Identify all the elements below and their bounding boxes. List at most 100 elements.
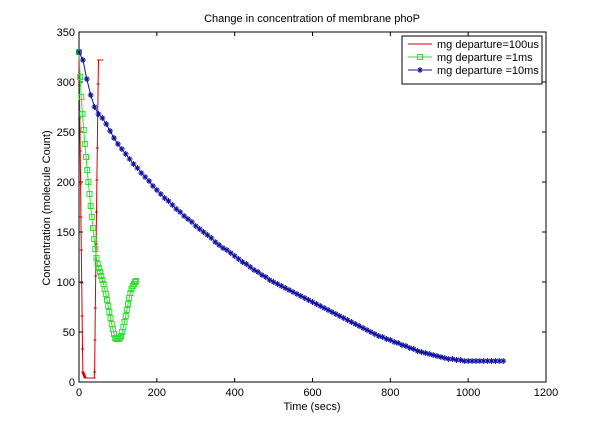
data-point [278, 283, 285, 289]
data-point [348, 319, 355, 325]
data-point [78, 94, 85, 100]
data-point [437, 354, 444, 360]
data-point [469, 358, 476, 364]
data-point [121, 319, 128, 325]
data-point [188, 219, 195, 225]
data-point [169, 202, 176, 208]
x-tick-label: 1200 [534, 387, 558, 399]
data-point [173, 206, 180, 212]
data-point [107, 315, 114, 321]
data-point [86, 191, 93, 197]
data-point [142, 174, 149, 180]
data-point [235, 256, 242, 262]
data-point [262, 274, 269, 280]
data-point [79, 57, 86, 63]
data-point [161, 195, 168, 201]
y-tick-label: 250 [57, 127, 75, 139]
data-point [227, 250, 234, 256]
data-point [192, 223, 199, 229]
data-point [122, 151, 129, 157]
data-point [157, 191, 164, 197]
legend-swatch-marker [417, 67, 423, 73]
data-point [325, 307, 332, 313]
data-point [332, 311, 339, 317]
data-point [80, 127, 87, 133]
plot-area-frame [78, 31, 547, 383]
data-point [165, 198, 172, 204]
data-point [297, 293, 304, 299]
data-point [216, 242, 223, 248]
data-point [85, 179, 92, 185]
data-point [138, 170, 145, 176]
data-point [126, 156, 133, 162]
data-point [104, 297, 111, 303]
data-point [98, 273, 105, 279]
x-tick-label: 800 [381, 387, 399, 399]
data-point [91, 236, 98, 242]
legend-entry: mg departure =1ms [437, 52, 533, 64]
y-tick-label: 200 [57, 177, 75, 189]
data-point [102, 291, 109, 297]
x-tick-label: 200 [148, 387, 166, 399]
data-point [87, 203, 94, 209]
y-tick-label: 100 [57, 277, 75, 289]
data-point [127, 290, 134, 296]
data-point [243, 261, 250, 267]
data-point [83, 76, 90, 82]
data-point [153, 187, 160, 193]
data-point [103, 121, 110, 127]
data-point [111, 135, 118, 141]
legend-swatch-marker [417, 54, 423, 60]
data-point [123, 307, 130, 313]
data-point [92, 246, 99, 252]
data-point [426, 351, 433, 357]
data-point [336, 313, 343, 319]
data-point [223, 247, 230, 253]
data-point [81, 141, 88, 147]
data-point [247, 264, 254, 270]
data-point [406, 345, 413, 351]
data-point [118, 146, 125, 152]
x-tick-label: 400 [225, 387, 243, 399]
data-point [200, 229, 207, 235]
data-point [196, 226, 203, 232]
data-point [95, 111, 102, 117]
y-axis: 0 50 100 150 200 250 300 350 [57, 27, 546, 389]
data-point [181, 213, 188, 219]
data-point [76, 49, 82, 55]
data-point [99, 277, 106, 283]
data-point [212, 239, 219, 245]
data-point [258, 272, 265, 278]
data-point [90, 225, 97, 231]
legend-entry: mg departure =10ms [437, 65, 539, 77]
data-point [97, 269, 104, 275]
y-tick-label: 50 [63, 327, 75, 339]
data-point [399, 342, 406, 348]
data-point [84, 167, 91, 173]
series-layer [76, 49, 507, 379]
data-point [317, 303, 324, 309]
data-point [94, 261, 101, 267]
data-point [107, 128, 114, 134]
data-point [395, 340, 402, 346]
data-point [134, 165, 141, 171]
data-point [309, 299, 316, 305]
y-tick-label: 300 [57, 77, 75, 89]
data-point [114, 141, 121, 147]
data-point [122, 313, 129, 319]
data-point [130, 161, 137, 167]
data-point [146, 178, 153, 184]
data-point [106, 309, 113, 315]
data-point [184, 216, 191, 222]
data-point [132, 279, 139, 285]
data-point [125, 301, 132, 307]
data-point [204, 232, 211, 238]
data-point [340, 315, 347, 321]
x-axis-label: Time (secs) [283, 401, 340, 413]
data-point [99, 115, 106, 121]
data-point [118, 333, 125, 339]
x-tick-label: 1000 [456, 387, 480, 399]
data-point [305, 297, 312, 303]
data-point [270, 279, 277, 285]
